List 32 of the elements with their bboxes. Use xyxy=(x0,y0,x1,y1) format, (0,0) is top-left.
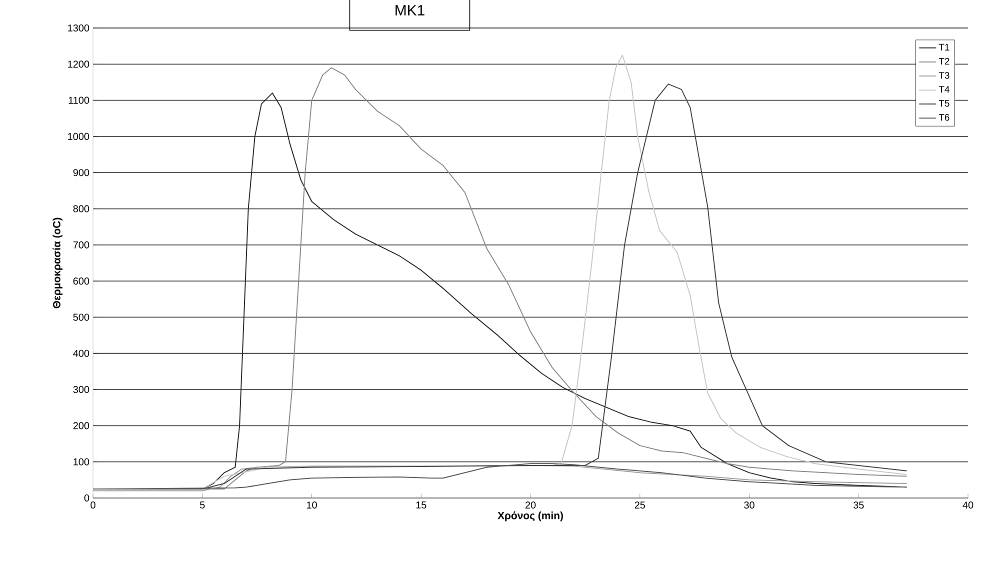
y-tick-label: 900 xyxy=(73,169,90,176)
y-tick-label: 1000 xyxy=(68,132,90,140)
legend-label: T4 xyxy=(938,86,950,93)
y-tick-label: 1300 xyxy=(68,24,90,32)
legend-label: T5 xyxy=(938,100,950,107)
y-tick-label: 200 xyxy=(73,422,90,430)
legend-label: T3 xyxy=(938,72,950,79)
y-axis-title: Θερμοκρασία (oC) xyxy=(52,218,62,308)
x-tick-label: 40 xyxy=(962,502,974,509)
x-tick-label: 25 xyxy=(634,502,646,509)
legend-label: T2 xyxy=(938,58,950,65)
legend-label: T1 xyxy=(938,44,950,50)
y-tick-label: 500 xyxy=(73,314,90,321)
y-tick-label: 400 xyxy=(73,350,90,357)
x-tick-label: 0 xyxy=(90,502,96,509)
y-tick-label: 0 xyxy=(84,494,90,502)
x-tick-label: 35 xyxy=(853,502,864,509)
y-tick-label: 300 xyxy=(73,386,90,394)
x-tick-label: 10 xyxy=(306,502,317,509)
x-tick-label: 5 xyxy=(200,502,205,508)
y-tick-label: 700 xyxy=(73,241,90,248)
y-tick-label: 1200 xyxy=(68,60,90,68)
y-tick-label: 600 xyxy=(73,278,90,285)
chart-title: MK1 xyxy=(396,5,424,16)
x-tick-label: 20 xyxy=(525,502,536,509)
y-tick-label: 1100 xyxy=(68,96,90,104)
legend-label: T6 xyxy=(938,114,950,121)
x-axis-title: Χρόνος (min) xyxy=(498,511,563,522)
y-tick-label: 800 xyxy=(73,205,90,212)
y-tick-label: 100 xyxy=(74,458,90,466)
x-tick-label: 15 xyxy=(416,502,426,508)
x-tick-label: 30 xyxy=(744,502,754,509)
